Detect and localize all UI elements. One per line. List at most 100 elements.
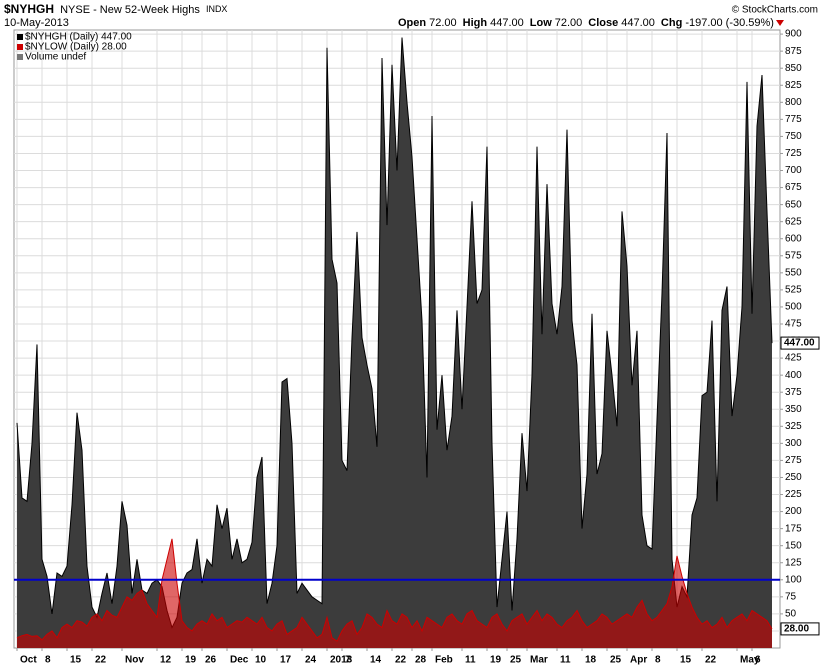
x-tick-label: 19 [185,655,197,666]
y-tick-label: 725 [785,148,802,159]
x-tick-label: 22 [95,655,107,666]
quote-value: 72.00 [555,17,583,29]
y-tick-label: 650 [785,199,802,210]
x-tick-label: 11 [560,655,571,666]
x-tick-label: 8 [655,655,661,666]
y-tick-label: 850 [785,63,802,74]
y-tick-label: 625 [785,216,802,227]
y-tick-label: 75 [785,591,797,602]
x-tick-label: 17 [280,655,292,666]
y-tick-label: 350 [785,404,802,415]
x-tick-label: Nov [125,655,144,666]
line [16,37,773,629]
quote-label: Open [398,17,426,29]
quote-value: 447.00 [621,17,655,29]
x-tick-label: 12 [160,655,172,666]
area [17,538,772,648]
x-tick-label: 14 [370,655,382,666]
legend-swatch [17,44,23,50]
x-tick-label: 7 [345,655,351,666]
last-value-tag [780,336,820,350]
y-tick-label: 800 [785,97,802,108]
x-tick-label: 10 [255,655,267,666]
quote-label: Low [530,17,552,29]
area [17,37,772,649]
chart-subtitle: NYSE - New 52-Week Highs [60,4,200,16]
legend-swatch [17,34,23,40]
quote-value: 447.00 [490,17,524,29]
x-tick-label: Dec [230,655,249,666]
x-tick-label: 28 [415,655,427,666]
y-tick-label: 550 [785,267,802,278]
chart-header: $NYHGH NYSE - New 52-Week Highs INDX [4,2,227,16]
y-tick-label: 100 [785,574,802,585]
y-tick-label: 325 [785,421,802,432]
x-tick-label: Apr [630,655,647,666]
y-tick-label: 125 [785,557,802,568]
x-tick-label: Mar [530,655,548,666]
y-tick-label: 775 [785,114,802,125]
last-value-tag [780,622,820,636]
x-tick-label: 6 [755,655,761,666]
change-arrow [776,20,784,26]
legend-label: Volume undef [25,52,86,63]
chart-title: $NYHGH [4,2,54,16]
exchange: INDX [206,4,228,14]
x-tick-label: 22 [705,655,717,666]
last-value-label: 28.00 [784,624,809,635]
legend-label: $NYLOW (Daily) 28.00 [25,42,127,53]
x-tick-label: 11 [465,655,476,666]
y-tick-label: 900 [785,29,802,40]
x-tick-label: 8 [45,655,51,666]
quote-label: Chg [661,17,682,29]
y-tick-label: 525 [785,285,802,296]
y-tick-label: 700 [785,165,802,176]
y-tick-label: 275 [785,455,802,466]
y-tick-label: 175 [785,523,802,534]
x-tick-label: 25 [610,655,622,666]
quote-label: Close [588,17,618,29]
x-tick-label: 18 [585,655,597,666]
y-tick-label: 300 [785,438,802,449]
axes: 25 50 75 100 125 150 175 200 225 250 275 300 325 350 3… [16,29,820,666]
y-tick-label: 575 [785,250,802,261]
date: 10-May-2013 [4,17,69,29]
y-tick-label: 750 [785,131,802,142]
x-tick-label: May [740,655,760,666]
x-tick-label: 15 [70,655,82,666]
marks [14,37,780,649]
quote: Open 72.00 High 447.00 Low 72.00 Close 447.00 Ch… [398,17,774,29]
y-tick-label: 375 [785,387,802,398]
y-tick-label: 425 [785,353,802,364]
y-tick-label: 875 [785,46,802,57]
x-tick-label: 25 [510,655,522,666]
line [16,538,773,642]
y-tick-label: 50 [785,609,797,620]
x-tick-label: 22 [395,655,407,666]
y-tick-label: 200 [785,506,802,517]
quote-value: 72.00 [429,17,457,29]
x-tick-label: Oct [20,655,37,666]
quote-value: -197.00 (-30.59%) [685,17,774,29]
y-tick-label: 675 [785,182,802,193]
y-tick-label: 400 [785,370,802,381]
x-tick-label: 19 [490,655,502,666]
y-tick-label: 250 [785,472,802,483]
x-tick-label: 2013 [330,655,353,666]
x-tick-label: 15 [680,655,692,666]
legend-swatch [17,54,23,60]
y-tick-label: 600 [785,233,802,244]
y-tick-label: 150 [785,540,802,551]
x-tick-label: 26 [205,655,217,666]
x-tick-label: 24 [305,655,317,666]
y-tick-label: 475 [785,319,802,330]
last-value-label: 447.00 [784,338,815,349]
legend-label: $NYHGH (Daily) 447.00 [25,32,132,43]
quote-label: High [463,17,488,29]
y-tick-label: 225 [785,489,802,500]
y-tick-label: 500 [785,302,802,313]
x-tick-label: Feb [435,655,453,666]
watermark: © StockCharts.com [732,5,818,16]
